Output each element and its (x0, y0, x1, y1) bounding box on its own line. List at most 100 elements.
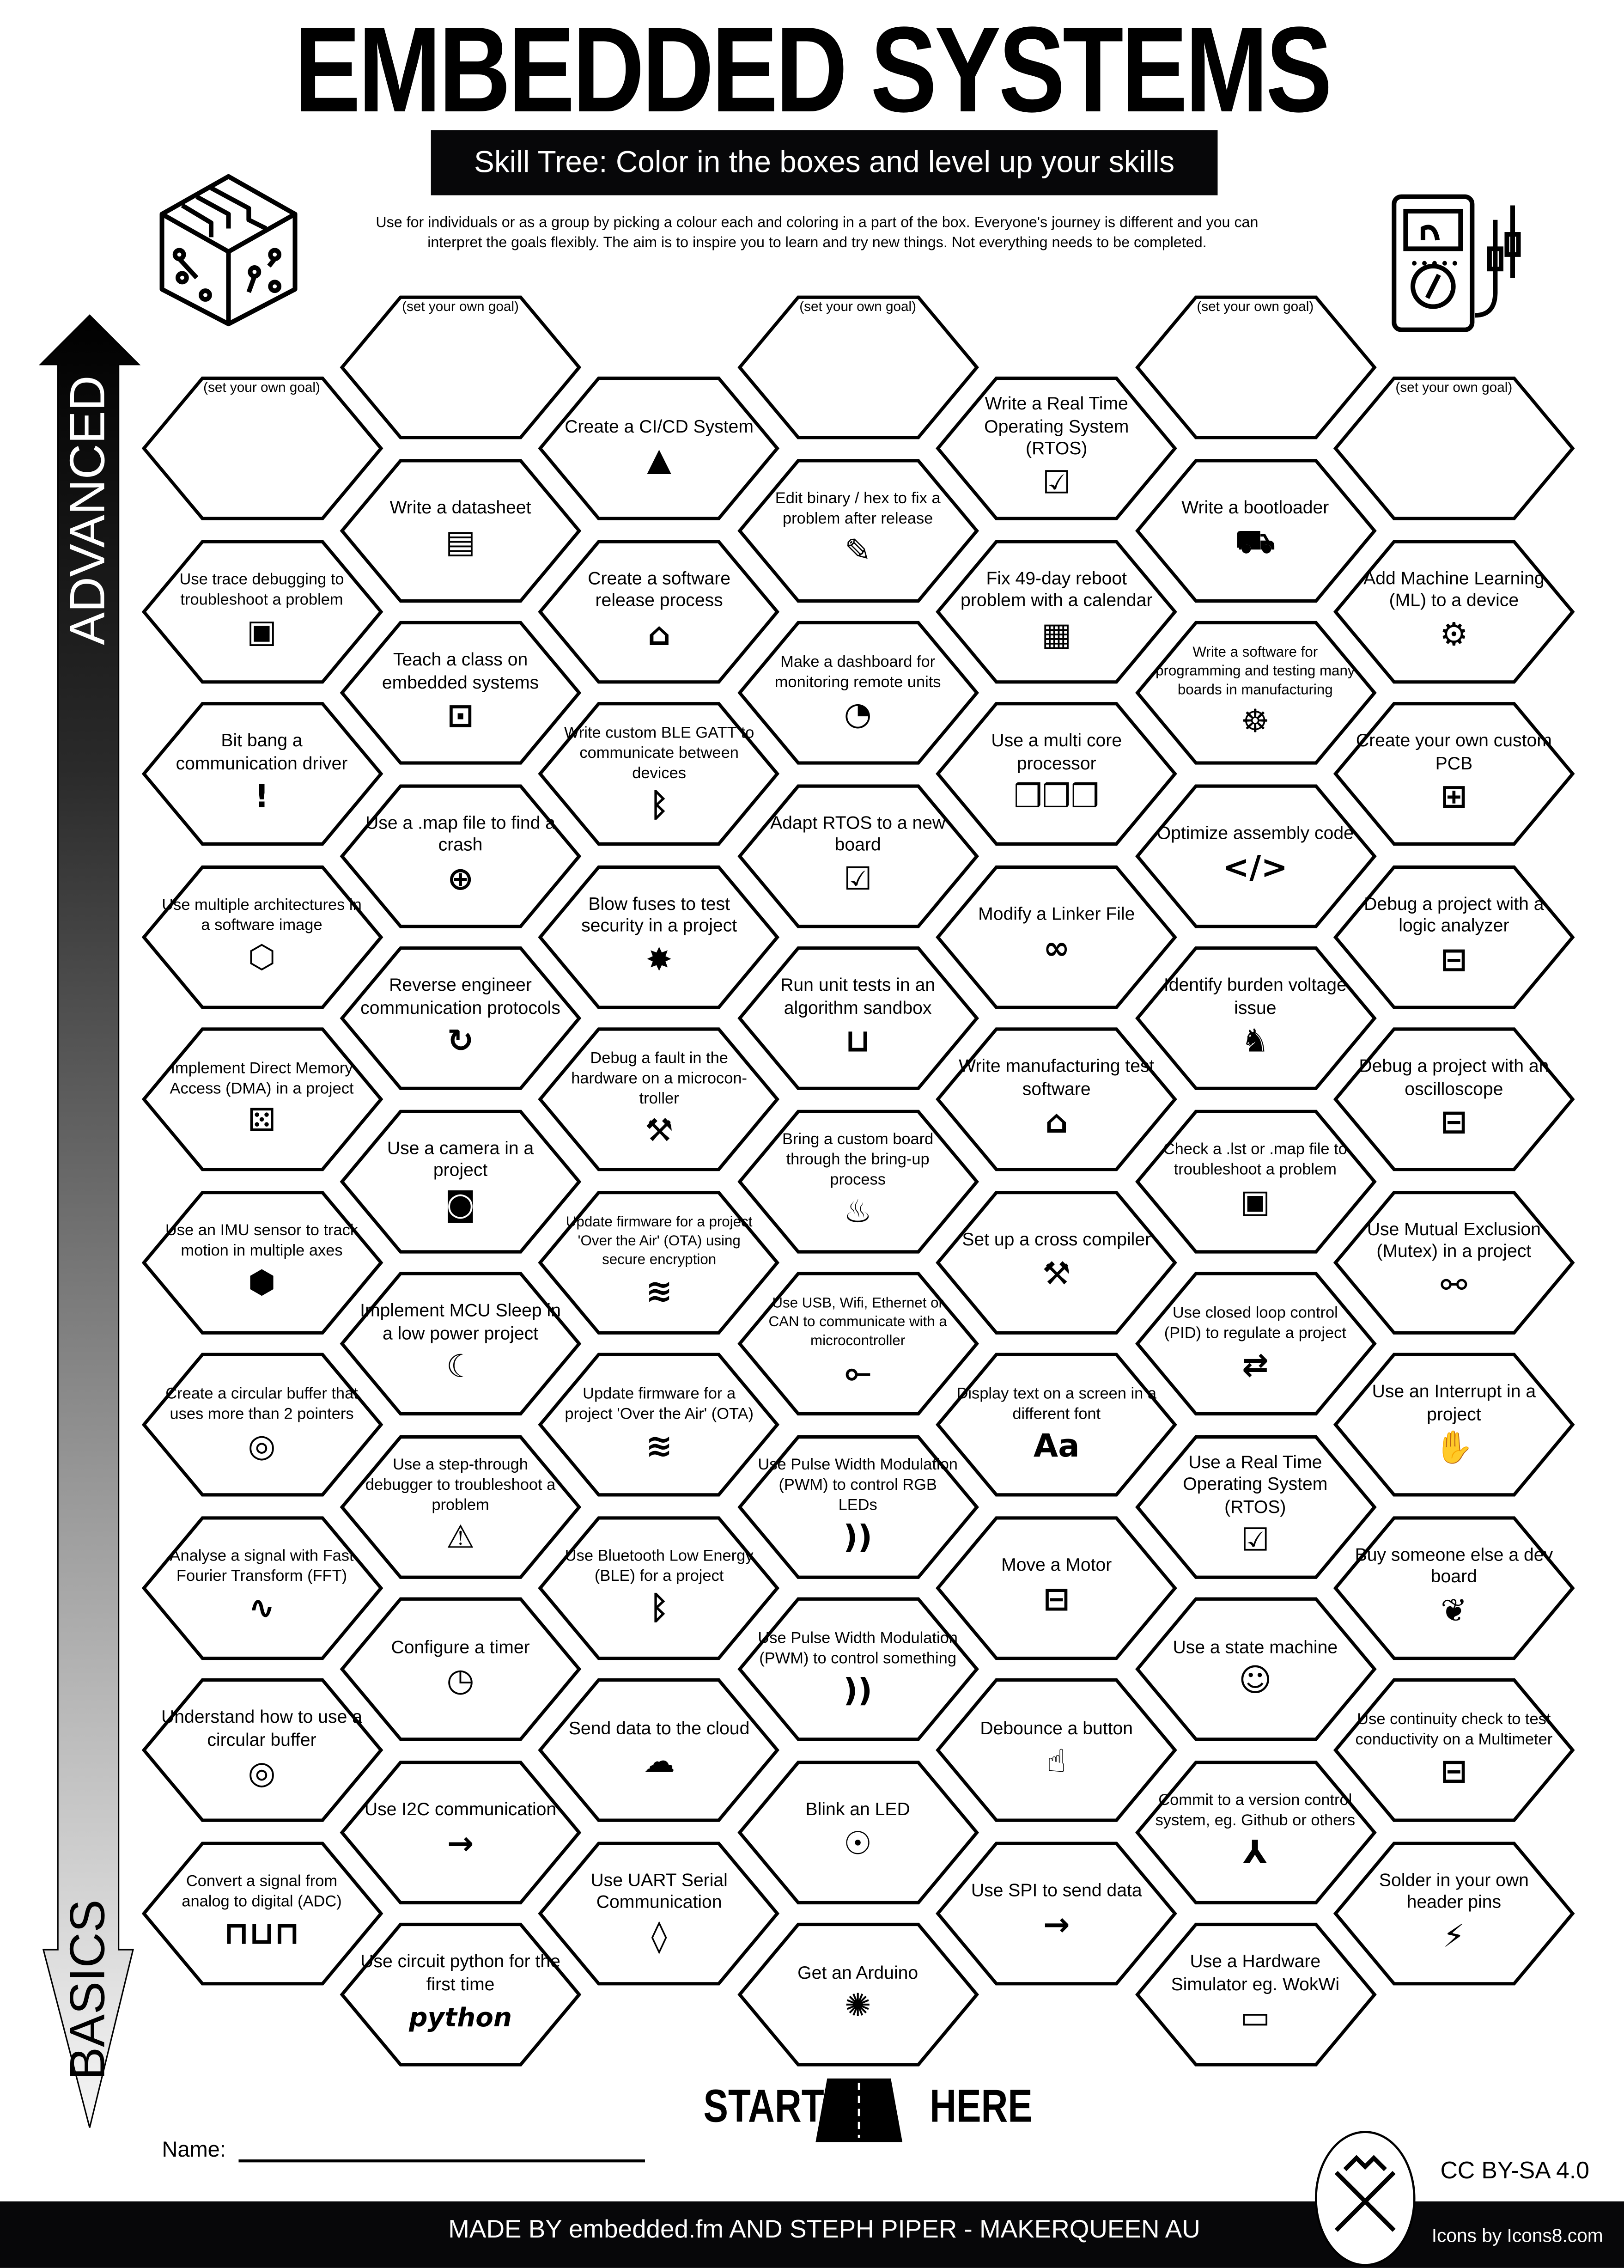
skill-hex[interactable]: Configure a timer ◷ (340, 1597, 581, 1742)
skill-label: Debug a project with an oscilloscope (1359, 1055, 1549, 1099)
skill-hex[interactable]: Debug a project with an oscilloscope ⊟ (1333, 1027, 1575, 1171)
skill-hex[interactable]: Use USB, Wifi, Ethernet or CAN to commun… (737, 1271, 979, 1416)
skill-hex[interactable]: Use an Interrupt in a project ✋ (1333, 1353, 1575, 1497)
skill-hex[interactable]: Edit binary / hex to fix a problem after… (737, 458, 979, 603)
skill-hex[interactable]: Understand how to use a circular buffer ◎ (141, 1678, 383, 1823)
skill-hex[interactable]: Check a .lst or .map file to troubleshoo… (1134, 1109, 1376, 1253)
skill-hex[interactable]: Use circuit python for the first time pyt… (340, 1922, 581, 2067)
skill-hex[interactable]: Use a step-through debugger to troublesh… (340, 1434, 581, 1579)
skill-hex[interactable]: Use a camera in a project ◙ (340, 1109, 581, 1253)
skill-hex[interactable]: Bit bang a communication driver! (141, 701, 383, 846)
skill-hex[interactable]: Use Mutual Exclusion (Mutex) in a projec… (1333, 1189, 1575, 1334)
hex-outline (737, 783, 979, 927)
skill-hex[interactable]: Create a CI/CD System ▲ (538, 376, 780, 521)
skill-hex[interactable]: Reverse engineer communication protocols… (340, 946, 581, 1091)
skill-hex[interactable]: Run unit tests in an algorithm sandbox ⊔ (737, 946, 979, 1091)
goal-hex[interactable]: (set your own goal) (1134, 295, 1376, 440)
skill-hex[interactable]: Use a multi core processor ❒❒❒ (936, 701, 1178, 846)
skill-hex[interactable]: Display text on a screen in a different … (936, 1353, 1178, 1497)
hex-outline (737, 1922, 979, 2067)
skill-label: Use multiple architectures in a software… (162, 896, 362, 934)
skill-label: Use an Interrupt in a project (1372, 1381, 1536, 1424)
hex-outline (538, 702, 780, 846)
skill-hex[interactable]: Use Pulse Width Modulation (PWM) to cont… (737, 1434, 979, 1579)
skill-hex[interactable]: Use multiple architectures in a software… (141, 864, 383, 1009)
skill-hex[interactable]: Set up a cross compiler ⚒ (936, 1189, 1178, 1334)
goal-hex[interactable]: (set your own goal) (737, 295, 979, 440)
skill-hex[interactable]: Use closed loop control (PID) to regulat… (1134, 1271, 1376, 1416)
skill-hex[interactable]: Fix 49-day reboot problem with a calenda… (936, 539, 1178, 683)
name-field[interactable] (238, 2159, 645, 2163)
skill-hex[interactable]: Use a .map file to find a crash ⊕ (340, 783, 581, 928)
skill-hex[interactable]: Teach a class on embedded systems ⊡ (340, 621, 581, 765)
skill-content: Convert a signal from analog to digital … (161, 1841, 362, 1985)
stopwatch-icon: ◷ (446, 1664, 474, 1700)
hex-outline (141, 1515, 383, 1659)
skill-hex[interactable]: Solder in your own header pins ⚡ (1333, 1841, 1575, 1985)
skill-label: Use a .map file to find a crash (365, 812, 556, 855)
skill-hex[interactable]: Implement Direct Memory Access (DMA) in … (141, 1027, 383, 1171)
skill-hex[interactable]: Add Machine Learning (ML) to a device ⚙ (1333, 539, 1575, 683)
skill-hex[interactable]: Use continuity check to test conductivit… (1333, 1678, 1575, 1823)
skill-hex[interactable]: Adapt RTOS to a new board ☑ (737, 783, 979, 928)
goal-hex[interactable]: (set your own goal) (141, 376, 383, 521)
skill-hex[interactable]: Use Pulse Width Modulation (PWM) to cont… (737, 1597, 979, 1742)
skill-hex[interactable]: Use I2C communication → (340, 1760, 581, 1904)
skill-content: Use Pulse Width Modulation (PWM) to cont… (757, 1434, 958, 1579)
skill-hex[interactable]: Use a Hardware Simulator eg. WokWi ▭ (1134, 1922, 1376, 2067)
skill-hex[interactable]: Modify a Linker File ∞ (936, 864, 1178, 1009)
skill-hex[interactable]: Use a Real Time Operating System (RTOS) ☑ (1134, 1434, 1376, 1579)
skill-hex[interactable]: Use UART Serial Communication ◊ (538, 1841, 780, 1985)
skill-hex[interactable]: Buy someone else a dev board ❦ (1333, 1515, 1575, 1660)
skill-hex[interactable]: Debug a fault in the hardware on a micro… (538, 1027, 780, 1171)
skill-hex[interactable]: Debounce a button ☝ (936, 1678, 1178, 1823)
skill-label: Solder in your own header pins (1379, 1869, 1529, 1912)
license-label: CC BY-SA 4.0 (1440, 2158, 1589, 2184)
skill-hex[interactable]: Write a software for programming and tes… (1134, 621, 1376, 765)
skill-hex[interactable]: Optimize assembly code </> (1134, 783, 1376, 928)
skill-content: Write a datasheet ▤ (360, 458, 561, 603)
box-release-icon: ⌂ (1045, 1105, 1068, 1141)
skill-hex[interactable]: Use trace debugging to troubleshoot a pr… (141, 539, 383, 683)
skill-hex[interactable]: Move a Motor ⊟ (936, 1515, 1178, 1660)
skill-hex[interactable]: Update firmware for a project 'Over the … (538, 1189, 780, 1334)
skill-hex[interactable]: Write manufacturing test software ⌂ (936, 1027, 1178, 1171)
skill-hex[interactable]: Analyse a signal with Fast Fourier Trans… (141, 1515, 383, 1660)
skill-hex[interactable]: Use a state machine ☺ (1134, 1597, 1376, 1742)
link-icon: ∞ (1043, 931, 1070, 968)
skill-hex[interactable]: Commit to a version control system, eg. … (1134, 1760, 1376, 1904)
skill-label: Teach a class on embedded systems (382, 649, 539, 692)
goal-hex[interactable]: (set your own goal) (340, 295, 581, 440)
skill-hex[interactable]: Write custom BLE GATT to communicate bet… (538, 701, 780, 846)
skill-hex[interactable]: Send data to the cloud ☁ (538, 1678, 780, 1823)
skill-hex[interactable]: Make a dashboard for monitoring remote u… (737, 621, 979, 765)
skill-hex[interactable]: Convert a signal from analog to digital … (141, 1841, 383, 1985)
skill-hex[interactable]: Identify burden voltage issue ♞ (1134, 946, 1376, 1091)
skill-hex[interactable]: Bring a custom board through the bring-u… (737, 1109, 979, 1253)
skill-hex[interactable]: Blink an LED ☉ (737, 1760, 979, 1904)
skill-hex[interactable]: Write a Real Time Operating System (RTOS… (936, 376, 1178, 521)
hex-outline (141, 1190, 383, 1334)
goal-hex[interactable]: (set your own goal) (1333, 376, 1575, 521)
skill-hex[interactable]: Write a bootloader ⛟ (1134, 458, 1376, 603)
skill-label: Identify burden voltage issue (1163, 975, 1347, 1018)
skill-hex[interactable]: Create a circular buffer that uses more … (141, 1353, 383, 1497)
skill-content: Debounce a button ☝ (956, 1678, 1157, 1823)
skill-hex[interactable]: Debug a project with a logic analyzer ⊟ (1333, 864, 1575, 1009)
skill-hex[interactable]: Implement MCU Sleep in a low power proje… (340, 1271, 581, 1416)
skill-hex[interactable]: Use Bluetooth Low Energy (BLE) for a pro… (538, 1515, 780, 1660)
skill-content: Get an Arduino ✺ (757, 1922, 958, 2067)
monitor-check-icon: ☑ (843, 861, 872, 898)
skill-hex[interactable]: Use SPI to send data → (936, 1841, 1178, 1985)
skill-label: Use a camera in a project (387, 1137, 534, 1181)
skill-hex[interactable]: Blow fuses to test security in a project… (538, 864, 780, 1009)
skill-hex[interactable]: Use an IMU sensor to track motion in mul… (141, 1189, 383, 1334)
circuit-board-icon: ⊞ (1441, 780, 1467, 816)
skill-content: Use Mutual Exclusion (Mutex) in a projec… (1353, 1189, 1554, 1334)
skill-hex[interactable]: Update firmware for a project 'Over the … (538, 1353, 780, 1497)
skill-hex[interactable]: Create a software release process ⌂ (538, 539, 780, 683)
skill-hex[interactable]: Write a datasheet ▤ (340, 458, 581, 603)
skill-hex[interactable]: Get an Arduino ✺ (737, 1922, 979, 2067)
skill-content: Write a Real Time Operating System (RTOS… (956, 376, 1157, 521)
skill-hex[interactable]: Create your own custom PCB ⊞ (1333, 701, 1575, 846)
